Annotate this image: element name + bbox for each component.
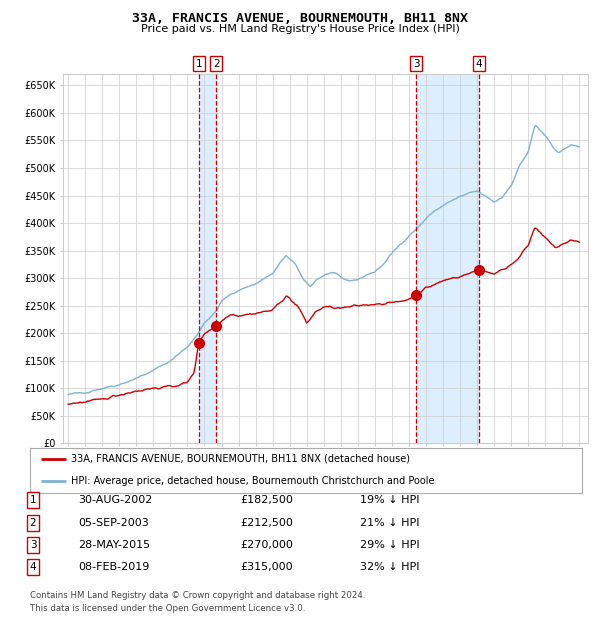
- Text: 1: 1: [29, 495, 37, 505]
- Bar: [416, 74, 479, 443]
- Text: 3: 3: [413, 59, 419, 69]
- Text: 32% ↓ HPI: 32% ↓ HPI: [360, 562, 419, 572]
- Text: £315,000: £315,000: [240, 562, 293, 572]
- Text: 08-FEB-2019: 08-FEB-2019: [78, 562, 149, 572]
- Text: 4: 4: [476, 59, 482, 69]
- Text: 05-SEP-2003: 05-SEP-2003: [78, 518, 149, 528]
- Text: 21% ↓ HPI: 21% ↓ HPI: [360, 518, 419, 528]
- Text: 28-MAY-2015: 28-MAY-2015: [78, 540, 150, 550]
- Text: Contains HM Land Registry data © Crown copyright and database right 2024.: Contains HM Land Registry data © Crown c…: [30, 591, 365, 600]
- Bar: [199, 74, 216, 443]
- Text: 4: 4: [29, 562, 37, 572]
- Text: 30-AUG-2002: 30-AUG-2002: [78, 495, 152, 505]
- Text: Price paid vs. HM Land Registry's House Price Index (HPI): Price paid vs. HM Land Registry's House …: [140, 24, 460, 33]
- Text: £212,500: £212,500: [240, 518, 293, 528]
- Text: 1: 1: [196, 59, 202, 69]
- Text: 33A, FRANCIS AVENUE, BOURNEMOUTH, BH11 8NX: 33A, FRANCIS AVENUE, BOURNEMOUTH, BH11 8…: [132, 12, 468, 25]
- Text: This data is licensed under the Open Government Licence v3.0.: This data is licensed under the Open Gov…: [30, 603, 305, 613]
- Text: 19% ↓ HPI: 19% ↓ HPI: [360, 495, 419, 505]
- Text: 33A, FRANCIS AVENUE, BOURNEMOUTH, BH11 8NX (detached house): 33A, FRANCIS AVENUE, BOURNEMOUTH, BH11 8…: [71, 454, 410, 464]
- Text: 2: 2: [29, 518, 37, 528]
- Text: 3: 3: [29, 540, 37, 550]
- Text: £182,500: £182,500: [240, 495, 293, 505]
- Text: 29% ↓ HPI: 29% ↓ HPI: [360, 540, 419, 550]
- Text: HPI: Average price, detached house, Bournemouth Christchurch and Poole: HPI: Average price, detached house, Bour…: [71, 476, 435, 486]
- Text: £270,000: £270,000: [240, 540, 293, 550]
- Text: 2: 2: [213, 59, 220, 69]
